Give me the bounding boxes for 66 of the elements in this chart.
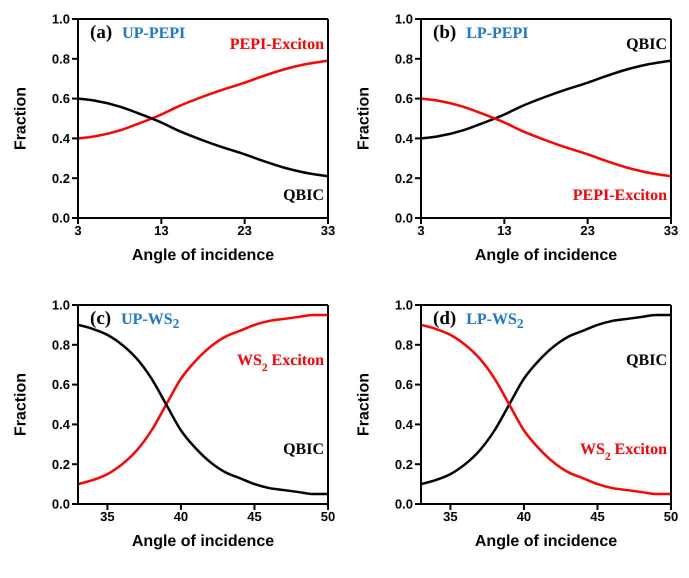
x-tick-label: 23 (237, 223, 252, 238)
annotation: (d) (433, 308, 456, 330)
series-label: QBIC (283, 441, 324, 458)
y-tick-label: 1.0 (52, 12, 70, 27)
line-series (78, 60, 328, 140)
text: QBIC (626, 352, 667, 369)
y-tick-label: 0.2 (394, 456, 413, 472)
y-tick-label: 0.8 (52, 337, 70, 352)
y-tick-label: 0.6 (394, 377, 413, 392)
y-tick-label: 0.0 (52, 496, 70, 512)
x-tick-label: 23 (580, 223, 595, 238)
annotation: (a) (90, 22, 112, 44)
series-label: QBIC (626, 36, 667, 53)
series-label: WS$_{2}$ Exciton (237, 352, 324, 374)
y-tick-label: 0.6 (394, 91, 413, 106)
y-tick-label: 1.0 (394, 12, 413, 27)
y-tick-label: 0.4 (52, 417, 71, 432)
y-axis-title: Fraction (356, 372, 373, 436)
annotation: (c) (90, 308, 112, 330)
x-tick-label: 40 (516, 509, 532, 524)
y-tick-label: 1.0 (394, 298, 413, 313)
text: UP-WS$_{2}$ (121, 311, 180, 332)
x-tick-label: 45 (247, 509, 262, 524)
y-axis-title: Fraction (12, 86, 30, 150)
y-tick-label: 0.8 (394, 337, 413, 352)
x-tick-label: 50 (320, 509, 336, 524)
y-axis-title: Fraction (356, 86, 373, 150)
x-tick-label: 35 (443, 509, 458, 524)
x-tick-label: 13 (154, 223, 169, 238)
y-tick-label: 0.6 (52, 377, 70, 392)
y-tick-label: 0.2 (52, 170, 70, 186)
x-tick-label: 35 (100, 509, 115, 524)
y-tick-label: 0.0 (394, 210, 413, 226)
x-tick-label: 50 (664, 509, 678, 524)
y-tick-label: 0.4 (394, 131, 414, 146)
y-tick-label: 0.4 (52, 131, 71, 146)
x-tick-label: 33 (664, 223, 678, 238)
x-tick-label: 33 (320, 223, 336, 238)
x-tick-label: 3 (417, 223, 425, 238)
x-axis-title: Angle of incidence (474, 247, 618, 264)
y-tick-label: 1.0 (52, 298, 70, 313)
x-axis-title: Angle of incidence (132, 247, 274, 264)
y-tick-label: 0.2 (52, 456, 70, 472)
y-tick-label: 0.0 (394, 496, 413, 512)
chart-title: UP-PEPI (122, 25, 186, 43)
y-axis-title: Fraction (12, 372, 30, 436)
series-label: WS$_{2}$ Exciton (580, 441, 668, 464)
y-tick-label: 0.8 (52, 51, 70, 66)
x-axis-title: Angle of incidence (474, 533, 618, 550)
y-tick-label: 0.4 (394, 417, 414, 432)
x-axis-title: Angle of incidence (132, 533, 274, 550)
y-tick-label: 0.2 (394, 170, 413, 186)
series-label: PEPI-Exciton (230, 36, 324, 53)
x-tick-label: 40 (174, 509, 188, 524)
x-tick-label: 45 (590, 509, 605, 524)
x-tick-label: 13 (497, 223, 512, 238)
y-tick-label: 0.8 (394, 51, 413, 66)
line-series (421, 97, 671, 178)
chart-title: LP-PEPI (466, 25, 528, 43)
y-tick-label: 0.0 (52, 210, 70, 226)
series-label: QBIC (283, 187, 324, 204)
x-tick-label: 3 (74, 223, 82, 238)
series-label: PEPI-Exciton (572, 187, 668, 204)
annotation: (b) (433, 22, 456, 44)
text: LP-WS$_{2}$ (466, 311, 524, 332)
y-tick-label: 0.6 (52, 91, 70, 106)
